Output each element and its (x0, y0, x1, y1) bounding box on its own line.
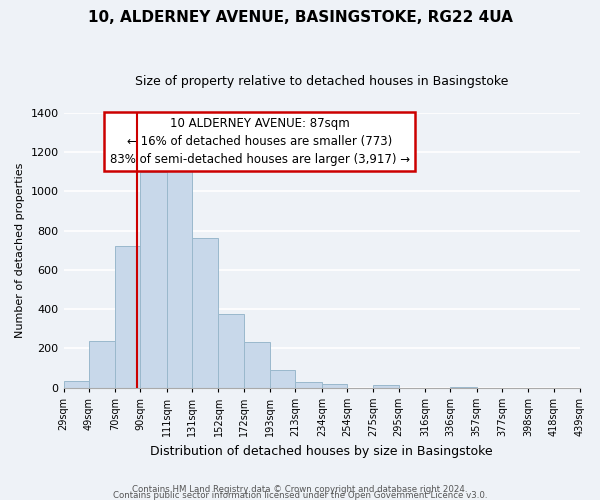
Bar (192, 238, 218, 388)
Y-axis label: Number of detached properties: Number of detached properties (15, 162, 25, 338)
Text: Contains HM Land Registry data © Crown copyright and database right 2024.: Contains HM Land Registry data © Crown c… (132, 484, 468, 494)
Text: Contains public sector information licensed under the Open Government Licence v3: Contains public sector information licen… (113, 490, 487, 500)
Text: 10, ALDERNEY AVENUE, BASINGSTOKE, RG22 4UA: 10, ALDERNEY AVENUE, BASINGSTOKE, RG22 4… (88, 10, 512, 25)
Bar (140, 172, 167, 388)
Bar (167, 168, 192, 388)
Bar (89, 340, 115, 388)
Bar (450, 386, 477, 388)
Bar (295, 382, 322, 388)
Bar (270, 370, 295, 388)
Bar (244, 342, 270, 388)
Text: 10 ALDERNEY AVENUE: 87sqm
← 16% of detached houses are smaller (773)
83% of semi: 10 ALDERNEY AVENUE: 87sqm ← 16% of detac… (110, 117, 410, 166)
Bar (218, 314, 244, 388)
Bar (373, 384, 398, 388)
X-axis label: Distribution of detached houses by size in Basingstoke: Distribution of detached houses by size … (151, 444, 493, 458)
Bar (115, 246, 140, 388)
Bar (64, 381, 89, 388)
Title: Size of property relative to detached houses in Basingstoke: Size of property relative to detached ho… (135, 75, 508, 88)
Bar (322, 384, 347, 388)
